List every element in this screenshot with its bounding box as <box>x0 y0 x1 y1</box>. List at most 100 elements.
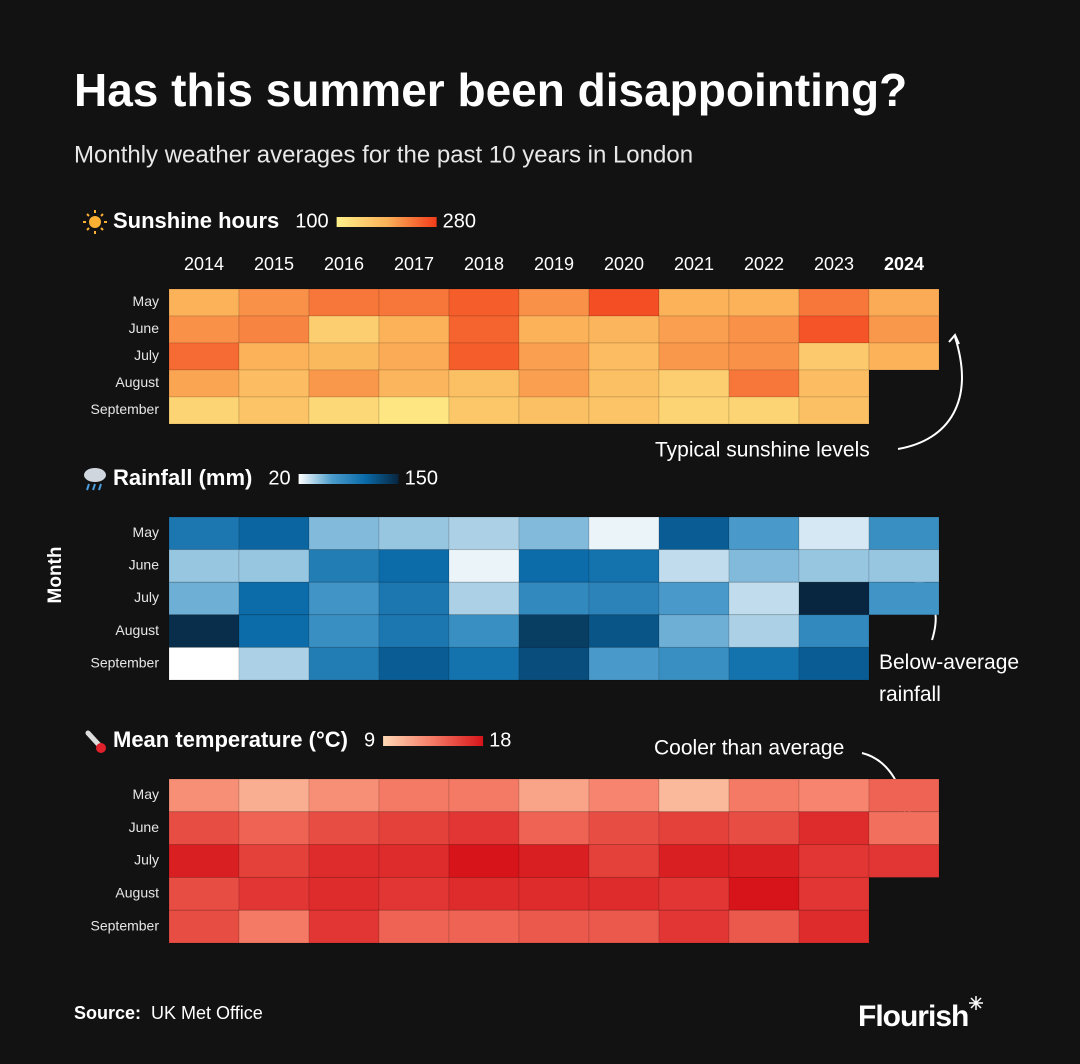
heat-cell <box>238 646 310 681</box>
colorbar-max-label: 18 <box>489 729 511 751</box>
heat-cell <box>238 288 310 317</box>
heat-cell <box>308 315 380 344</box>
heat-cell <box>588 369 660 398</box>
y-tick-label: August <box>115 885 159 901</box>
heat-cell <box>448 342 520 371</box>
heat-cell <box>728 876 800 911</box>
source: UK Met Office <box>151 1003 263 1023</box>
y-tick-label: June <box>129 819 160 835</box>
heat-cell <box>378 876 450 911</box>
heat-cell <box>238 811 310 846</box>
heat-cell <box>518 516 590 551</box>
heat-cell <box>658 778 730 813</box>
heat-cell <box>308 369 380 398</box>
heat-cell <box>378 811 450 846</box>
y-tick-label: May <box>133 293 159 309</box>
heat-cell <box>798 876 870 911</box>
x-tick-label: 2020 <box>604 254 644 274</box>
heat-cell <box>378 909 450 944</box>
heat-cell <box>728 516 800 551</box>
heat-cell <box>728 396 800 425</box>
heat-cell <box>378 315 450 344</box>
heat-cell <box>798 811 870 846</box>
x-tick-label: 2019 <box>534 254 574 274</box>
x-tick-label: 2014 <box>184 254 224 274</box>
heat-cell <box>798 369 870 398</box>
heat-cell <box>728 646 800 681</box>
heat-cell <box>308 396 380 425</box>
panel-title: Mean temperature (°C) <box>113 727 348 752</box>
heat-cell <box>798 342 870 371</box>
heat-cell <box>518 549 590 583</box>
heat-cell <box>378 549 450 583</box>
heat-cell <box>728 844 800 878</box>
heat-cell <box>238 581 310 616</box>
heat-cell <box>588 778 660 813</box>
heat-cell <box>588 315 660 344</box>
heat-cell <box>238 315 310 344</box>
heat-cell <box>518 614 590 648</box>
heat-cell <box>168 369 240 398</box>
y-axis-label: Month <box>45 547 66 604</box>
heat-cell <box>728 549 800 583</box>
heat-cell <box>448 646 520 681</box>
heat-cell <box>168 876 240 911</box>
x-tick-label: 2017 <box>394 254 434 274</box>
heat-cell <box>518 778 590 813</box>
colorbar-max-label: 150 <box>405 467 438 489</box>
heat-cell <box>168 614 240 648</box>
heat-cell <box>588 811 660 846</box>
sun-icon <box>83 210 107 234</box>
heat-cell <box>448 288 520 317</box>
heat-cell <box>658 369 730 398</box>
heat-cell <box>868 549 940 583</box>
heat-cell <box>868 844 940 878</box>
heat-cell <box>308 581 380 616</box>
heat-cell <box>168 288 240 317</box>
heat-cell <box>798 516 870 551</box>
heat-cell <box>378 516 450 551</box>
heat-cell <box>378 342 450 371</box>
heat-cell <box>798 646 870 681</box>
heat-cell <box>518 876 590 911</box>
heat-cell <box>728 811 800 846</box>
heat-cell <box>518 288 590 317</box>
heat-cell <box>238 396 310 425</box>
heat-cell <box>378 844 450 878</box>
heat-cell <box>518 369 590 398</box>
heat-cell <box>798 315 870 344</box>
heat-cell <box>868 342 940 371</box>
x-tick-label: 2016 <box>324 254 364 274</box>
x-tick-label: 2022 <box>744 254 784 274</box>
heat-cell <box>308 844 380 878</box>
x-tick-label: 2018 <box>464 254 504 274</box>
heat-cell <box>658 288 730 317</box>
heat-cell <box>168 315 240 344</box>
heat-cell <box>658 581 730 616</box>
colorbar-min-label: 9 <box>364 729 375 751</box>
heat-cell <box>798 396 870 425</box>
heat-cell <box>168 778 240 813</box>
heat-cell <box>588 516 660 551</box>
heat-cell <box>658 811 730 846</box>
x-tick-label: 2024 <box>884 254 924 274</box>
heat-cell <box>588 844 660 878</box>
heat-cell <box>728 342 800 371</box>
heat-cell <box>658 844 730 878</box>
heat-cell <box>238 844 310 878</box>
heat-cell <box>868 581 940 616</box>
heat-cell <box>728 614 800 648</box>
y-tick-label: August <box>115 622 159 638</box>
y-tick-label: June <box>129 557 160 573</box>
heat-cell <box>658 516 730 551</box>
heat-cell <box>798 581 870 616</box>
heat-cell <box>448 778 520 813</box>
heat-cell <box>448 369 520 398</box>
heat-cell <box>588 549 660 583</box>
y-tick-label: July <box>134 589 159 605</box>
heat-cell <box>588 909 660 944</box>
heat-cell <box>728 315 800 344</box>
heat-cell <box>518 315 590 344</box>
heat-cell <box>588 396 660 425</box>
